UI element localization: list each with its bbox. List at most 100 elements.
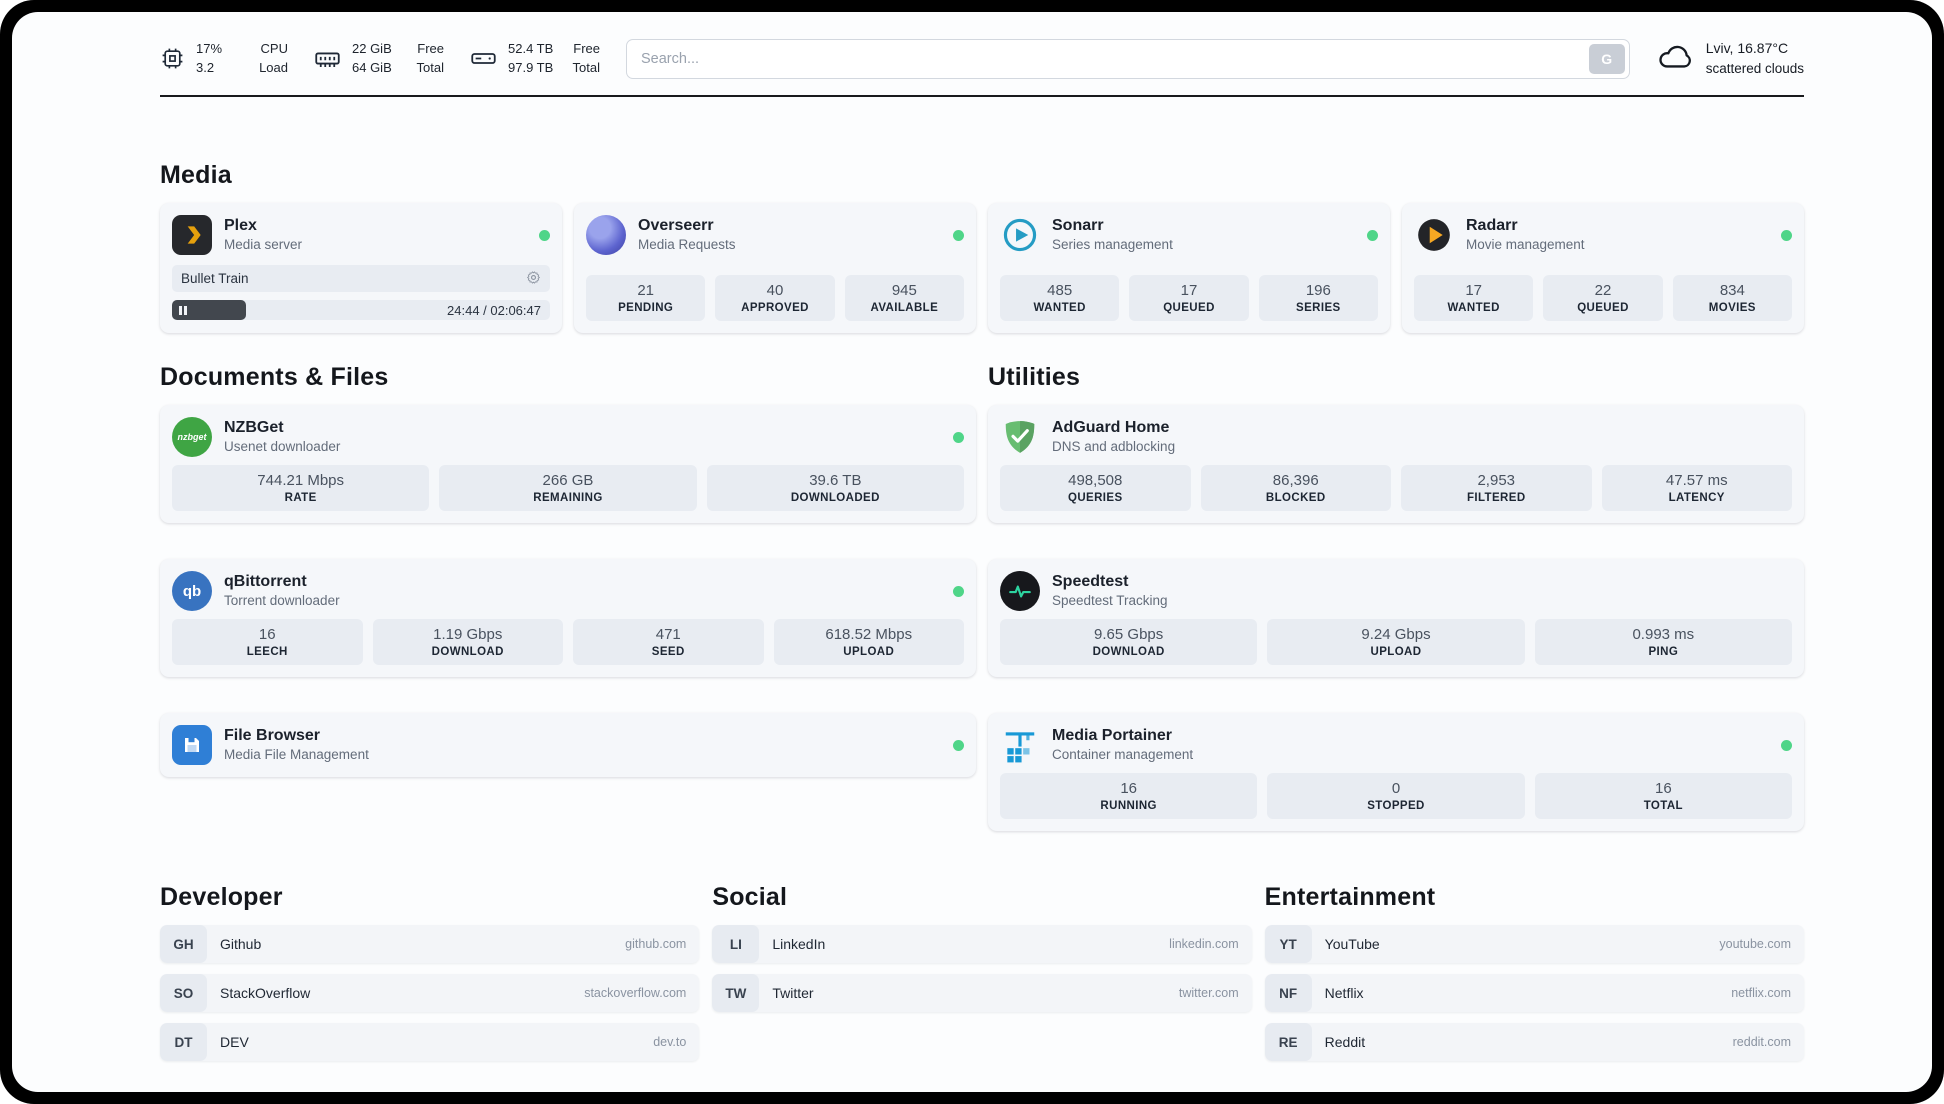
- memory-total-label: Total: [416, 59, 444, 75]
- weather-location: Lviv, 16.87°C: [1705, 40, 1789, 56]
- header-divider: [160, 95, 1804, 98]
- service-name: qBittorrent: [224, 573, 307, 591]
- radarr-card[interactable]: Radarr Movie management 17 WANTED 22 QUE…: [1402, 203, 1804, 334]
- service-name: Overseerr: [638, 217, 714, 235]
- gear-icon[interactable]: [526, 270, 541, 288]
- bookmark-abbr: LI: [712, 925, 760, 964]
- bookmark-reddit[interactable]: RE Reddit reddit.com: [1264, 1023, 1804, 1062]
- stat-tile: 47.57 ms LATENCY: [1601, 465, 1792, 512]
- bookmark-netflix[interactable]: NF Netflix netflix.com: [1264, 974, 1804, 1013]
- stat-tile: 17 WANTED: [1414, 275, 1534, 322]
- bookmark-name: YouTube: [1324, 936, 1380, 953]
- qbittorrent-card[interactable]: qb qBittorrent Torrent downloader 16 LEE…: [160, 559, 976, 678]
- service-subtitle: Torrent downloader: [224, 593, 340, 609]
- stat-tiles: 9.65 Gbps DOWNLOAD 9.24 Gbps UPLOAD 0.99…: [1000, 619, 1792, 666]
- status-dot: [953, 739, 964, 751]
- stat-tiles: 498,508 QUERIES 86,396 BLOCKED 2,953 FIL…: [1000, 465, 1792, 512]
- bookmark-stackoverflow[interactable]: SO StackOverflow stackoverflow.com: [160, 974, 700, 1013]
- stat-tile: 618.52 Mbps UPLOAD: [773, 619, 964, 666]
- section-title-media: Media: [160, 161, 232, 190]
- bookmark-abbr: RE: [1264, 1023, 1312, 1062]
- status-dot: [1781, 739, 1792, 751]
- service-name: Radarr: [1466, 217, 1518, 235]
- stat-tile: 471 SEED: [573, 619, 764, 666]
- memory-total-value: 64 GiB: [352, 59, 392, 75]
- stat-tile: 1.19 Gbps DOWNLOAD: [372, 619, 563, 666]
- bookmark-name: DEV: [220, 1034, 249, 1051]
- stat-tile: 0.993 ms PING: [1534, 619, 1792, 666]
- bookmark-youtube[interactable]: YT YouTube youtube.com: [1264, 925, 1804, 964]
- now-playing-row: Bullet Train: [172, 265, 550, 293]
- bookmark-linkedin[interactable]: LI LinkedIn linkedin.com: [712, 925, 1252, 964]
- stat-tile: 22 QUEUED: [1543, 275, 1663, 322]
- service-name: Speedtest: [1052, 573, 1129, 591]
- section-title-developer: Developer: [160, 883, 283, 912]
- service-subtitle: Media Requests: [638, 237, 736, 253]
- playback-progress-fill: [172, 300, 246, 321]
- developer-bookmarks: GH Github github.com SO StackOverflow st…: [160, 925, 700, 1062]
- bookmark-abbr: DT: [160, 1023, 207, 1062]
- memory-icon: [314, 45, 341, 72]
- bookmark-name: LinkedIn: [772, 936, 826, 953]
- service-subtitle: Media server: [224, 237, 303, 253]
- plex-card[interactable]: Plex Media server Bullet Train 24: [160, 203, 562, 334]
- bookmark-name: StackOverflow: [220, 985, 311, 1002]
- bookmark-name: Reddit: [1324, 1034, 1366, 1051]
- search-engine-button[interactable]: G: [1588, 43, 1625, 74]
- stat-tile: 16 RUNNING: [1000, 773, 1258, 820]
- stat-tile: 9.24 Gbps UPLOAD: [1267, 619, 1525, 666]
- search-input[interactable]: [626, 38, 1630, 79]
- service-name: Media Portainer: [1052, 727, 1173, 745]
- section-title-utilities: Utilities: [988, 363, 1081, 392]
- playback-time: 24:44 / 02:06:47: [447, 302, 541, 318]
- adguard-card[interactable]: AdGuard Home DNS and adblocking 498,508 …: [988, 405, 1804, 524]
- bookmark-dev[interactable]: DT DEV dev.to: [160, 1023, 700, 1062]
- stat-tile: 9.65 Gbps DOWNLOAD: [1000, 619, 1258, 666]
- portainer-icon: [1000, 725, 1040, 765]
- sonarr-card[interactable]: Sonarr Series management 485 WANTED 17 Q…: [988, 203, 1390, 334]
- service-name: NZBGet: [224, 419, 284, 437]
- disk-widget: 52.4 TB 97.9 TB Free Total: [470, 40, 600, 78]
- cpu-chip-icon: [160, 46, 185, 71]
- bookmark-domain: twitter.com: [1178, 986, 1239, 1001]
- stat-tiles: 17 WANTED 22 QUEUED 834 MOVIES: [1414, 275, 1792, 322]
- speedtest-card[interactable]: Speedtest Speedtest Tracking 9.65 Gbps D…: [988, 559, 1804, 678]
- section-title-entertainment: Entertainment: [1264, 883, 1436, 912]
- bookmark-domain: github.com: [625, 937, 687, 952]
- stat-tile: 40 APPROVED: [715, 275, 835, 322]
- adguard-icon: [1000, 417, 1040, 457]
- filebrowser-card[interactable]: File Browser Media File Management: [160, 713, 976, 778]
- bookmark-github[interactable]: GH Github github.com: [160, 925, 700, 964]
- nzbget-card[interactable]: nzbget NZBGet Usenet downloader 744.21 M…: [160, 405, 976, 524]
- bookmark-abbr: YT: [1264, 925, 1312, 964]
- status-dot: [953, 431, 964, 443]
- bookmark-domain: youtube.com: [1719, 937, 1791, 952]
- portainer-card[interactable]: Media Portainer Container management 16 …: [988, 713, 1804, 832]
- service-subtitle: Series management: [1052, 237, 1173, 253]
- bookmark-twitter[interactable]: TW Twitter twitter.com: [712, 974, 1252, 1013]
- pause-icon[interactable]: [179, 305, 187, 315]
- search-bar: G: [626, 38, 1630, 79]
- service-name: Plex: [224, 217, 257, 235]
- speedtest-icon: [1000, 571, 1040, 612]
- sonarr-icon: [1000, 215, 1040, 255]
- cpu-load-value: 3.2: [196, 59, 215, 75]
- disk-free-label: Free: [573, 40, 600, 56]
- weather-widget: Lviv, 16.87°C scattered clouds: [1656, 38, 1804, 79]
- overseerr-icon: [586, 215, 626, 256]
- overseerr-card[interactable]: Overseerr Media Requests 21 PENDING 40 A…: [574, 203, 976, 334]
- bookmark-abbr: GH: [160, 925, 207, 964]
- cpu-widget: 17% 3.2 CPU Load: [160, 40, 288, 78]
- qbittorrent-icon: qb: [172, 571, 212, 612]
- stat-tile: 0 STOPPED: [1267, 773, 1525, 820]
- now-playing-title: Bullet Train: [181, 271, 249, 287]
- stat-tile: 945 AVAILABLE: [844, 275, 964, 322]
- disk-total-label: Total: [572, 59, 600, 75]
- stat-tile: 744.21 Mbps RATE: [172, 465, 430, 512]
- service-subtitle: DNS and adblocking: [1052, 439, 1176, 455]
- stat-tile: 834 MOVIES: [1672, 275, 1792, 322]
- status-dot: [1781, 229, 1792, 241]
- stat-tile: 196 SERIES: [1258, 275, 1378, 322]
- nzbget-icon: nzbget: [172, 417, 212, 458]
- playback-progress-bar[interactable]: 24:44 / 02:06:47: [172, 300, 550, 321]
